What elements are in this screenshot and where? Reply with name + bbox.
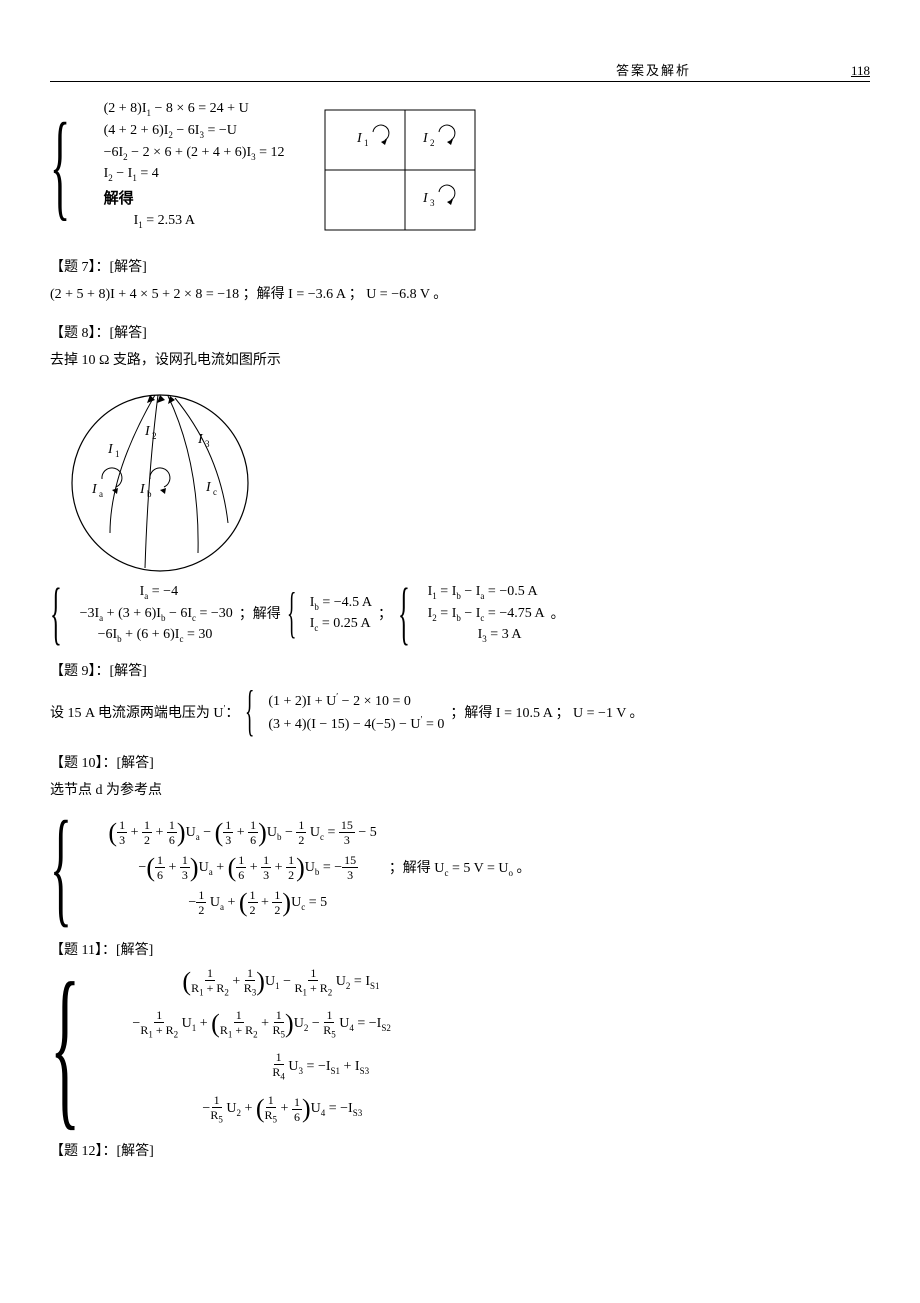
eq-line: I2 − I1 = 4 [104, 165, 285, 183]
p10-note: 选节点 d 为参考点 [50, 780, 870, 802]
p6-mesh-diagram: I1 I2 I3 [315, 100, 485, 240]
p11-equations: { (1R1 + R2 + 1R3)U1 − 1R1 + R2 U2 = IS1… [50, 967, 870, 1125]
left-brace-icon: { [50, 967, 80, 1125]
svg-text:I: I [91, 482, 98, 497]
p10-head: 【题 10】：[解答] [50, 752, 870, 772]
left-brace-icon: { [50, 583, 62, 644]
eq-line: (13 + 12 + 16)Ua − (13 + 16)Ub − 12 Uc =… [108, 819, 376, 846]
svg-text:1: 1 [364, 138, 369, 148]
left-brace-icon: { [50, 812, 72, 923]
eq-line: −3Ia + (3 + 6)Ib − 6Ic = −30 [80, 605, 233, 623]
p7-head: 【题 7】：[解答] [50, 256, 870, 276]
svg-text:c: c [213, 487, 217, 497]
svg-text:1: 1 [115, 449, 120, 459]
eq-line: −(16 + 13)Ua + (16 + 13 + 12)Ub = −153 [108, 854, 376, 881]
eq-line: Ia = −4 [80, 583, 233, 601]
eq-line: (1R1 + R2 + 1R3)U1 − 1R1 + R2 U2 = IS1 [132, 967, 390, 997]
p10-equations: { (13 + 12 + 16)Ua − (13 + 16)Ub − 12 Uc… [50, 812, 870, 923]
svg-text:I: I [356, 131, 363, 146]
svg-text:I: I [422, 131, 429, 146]
svg-text:b: b [147, 489, 152, 499]
p6-equations: { (2 + 8)I1 − 8 × 6 = 24 + U (4 + 2 + 6)… [50, 100, 285, 230]
eq-line: (1 + 2)I + U′ − 2 × 10 = 0 [268, 691, 444, 710]
svg-text:3: 3 [205, 439, 210, 449]
p11-head: 【题 11】：[解答] [50, 939, 870, 959]
eq-line: (2 + 8)I1 − 8 × 6 = 24 + U [104, 100, 285, 118]
eq-line: −6I2 − 2 × 6 + (2 + 4 + 6)I3 = 12 [104, 144, 285, 162]
eq-line: (4 + 2 + 6)I2 − 6I3 = −U [104, 122, 285, 140]
eq-result: I1 = 2.53 A [104, 212, 285, 230]
svg-text:I: I [144, 424, 151, 439]
eq-line: 1R4 U3 = −IS1 + IS3 [132, 1051, 390, 1081]
page-number: 118 [851, 63, 870, 79]
p9-pre: 设 15 A 电流源两端电压为 U′： [50, 702, 239, 722]
p9-tail: ；解得 I = 10.5 A ； U = −1 V 。 [450, 702, 643, 722]
svg-text:I: I [205, 480, 212, 495]
section-title: 答案及解析 [616, 60, 691, 79]
eq-line: I1 = Ib − Ia = −0.5 A [428, 583, 545, 601]
eq-line: I2 = Ib − Ic = −4.75 A [428, 605, 545, 623]
solve-label: 解得 [104, 187, 285, 208]
left-brace-icon: { [50, 100, 70, 230]
sep: ； [378, 603, 392, 623]
p9-equations: 设 15 A 电流源两端电压为 U′： { (1 + 2)I + U′ − 2 … [50, 688, 870, 736]
sep: ；解得 [239, 603, 281, 623]
p8-note: 去掉 10 Ω 支路，设网孔电流如图所示 [50, 350, 870, 372]
p9-head: 【题 9】：[解答] [50, 660, 870, 680]
eq-line: Ib = −4.5 A [310, 594, 372, 612]
p8-circle-diagram: I1 I2 I3 Ia Ib Ic [50, 383, 270, 583]
eq-line: Ic = 0.25 A [310, 615, 372, 633]
eq-line: −1R1 + R2 U1 + (1R1 + R2 + 1R5)U2 − 1R5 … [132, 1009, 390, 1039]
eq-line: −12 Ua + (12 + 12)Uc = 5 [108, 889, 376, 916]
p8-equations: { Ia = −4 −3Ia + (3 + 6)Ib − 6Ic = −30 −… [50, 583, 870, 644]
page-header: 答案及解析 118 [50, 60, 870, 82]
eq-line: (3 + 4)(I − 15) − 4(−5) − U′ = 0 [268, 714, 444, 733]
eq-line: −1R5 U2 + (1R5 + 16)U4 = −IS3 [132, 1094, 390, 1124]
svg-text:I: I [139, 482, 146, 497]
left-brace-icon: { [287, 590, 296, 638]
svg-text:2: 2 [430, 138, 435, 148]
eq-line: I3 = 3 A [428, 626, 545, 644]
p10-tail: ；解得 Uc = 5 V = Uo 。 [389, 857, 531, 878]
svg-text:I: I [422, 191, 429, 206]
eq-line: −6Ib + (6 + 6)Ic = 30 [80, 626, 233, 644]
tail: 。 [551, 603, 565, 623]
svg-text:3: 3 [430, 198, 435, 208]
p12-head: 【题 12】：[解答] [50, 1140, 870, 1160]
left-brace-icon: { [398, 583, 410, 644]
svg-text:a: a [99, 489, 103, 499]
p8-head: 【题 8】：[解答] [50, 322, 870, 342]
svg-text:I: I [107, 442, 114, 457]
left-brace-icon: { [245, 688, 254, 736]
p7-body: (2 + 5 + 8)I + 4 × 5 + 2 × 8 = −18 ；解得 I… [50, 284, 870, 306]
p6-block: { (2 + 8)I1 − 8 × 6 = 24 + U (4 + 2 + 6)… [50, 100, 870, 240]
svg-text:2: 2 [152, 431, 157, 441]
